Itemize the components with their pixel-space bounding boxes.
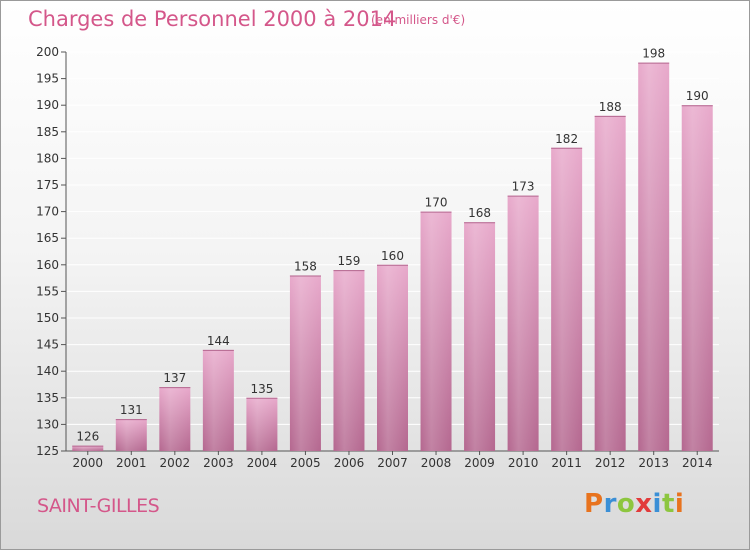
bar-shine	[159, 387, 191, 451]
y-tick-label: 150	[36, 311, 59, 325]
y-tick-label: 185	[36, 125, 59, 139]
logo-letter: t	[661, 489, 675, 519]
bar-value-label: 131	[120, 403, 143, 417]
y-tick-label: 190	[36, 98, 59, 112]
x-tick-label: 2007	[377, 456, 408, 470]
bar-value-label: 170	[425, 196, 448, 210]
logo-letter: P	[584, 489, 604, 519]
bar-group: 135	[246, 382, 278, 451]
y-tick-label: 145	[36, 338, 59, 352]
bar-value-label: 159	[338, 254, 361, 268]
proxiti-logo: Proxiti	[584, 489, 684, 519]
x-tick-label: 2001	[116, 456, 147, 470]
bar-value-label: 144	[207, 334, 230, 348]
bar-group: 190	[681, 89, 713, 451]
logo-letter: o	[616, 489, 636, 519]
bar-group: 173	[507, 180, 539, 451]
bar-shine	[594, 115, 626, 451]
bar-group: 188	[594, 100, 626, 451]
bar-group: 168	[464, 206, 496, 451]
bar-shine	[638, 62, 670, 451]
bar-shine	[464, 222, 496, 451]
bar-group: 137	[159, 371, 191, 451]
x-axis: 2000 2001 2002 2003 2004 2005 2006 2007 2008 2009…	[72, 451, 713, 470]
bar-value-label: 198	[642, 47, 665, 61]
y-tick-label: 175	[36, 178, 59, 192]
bar-shine	[202, 349, 234, 451]
bar-group: 160	[377, 249, 408, 451]
logo-letter: i	[652, 489, 662, 519]
place-name: SAINT-GILLES	[37, 495, 160, 517]
y-tick-label: 160	[36, 258, 59, 272]
bar-value-label: 126	[76, 430, 99, 444]
x-tick-label: 2008	[421, 456, 452, 470]
bar-value-label: 173	[512, 180, 535, 194]
bar-group: 158	[289, 259, 321, 451]
x-tick-label: 2003	[203, 456, 234, 470]
chart-title: Charges de Personnel 2000 à 2014	[28, 7, 397, 31]
bar-value-label: 188	[599, 100, 622, 114]
y-tick-label: 125	[36, 444, 59, 458]
x-tick-label: 2004	[247, 456, 278, 470]
bar-shine	[289, 275, 321, 451]
bar-value-label: 160	[381, 249, 404, 263]
x-tick-label: 2009	[464, 456, 495, 470]
bar-group: 159	[333, 254, 365, 451]
bar-value-label: 182	[555, 132, 578, 146]
logo-letter: x	[635, 489, 653, 519]
bar-shine	[681, 105, 713, 451]
y-tick-label: 130	[36, 417, 59, 431]
bar-group: 198	[638, 47, 670, 451]
bar-shine	[333, 270, 365, 451]
bar-group: 170	[420, 196, 452, 451]
x-tick-label: 2000	[72, 456, 103, 470]
bar-group: 131	[115, 403, 147, 451]
x-tick-label: 2013	[638, 456, 669, 470]
y-tick-label: 135	[36, 391, 59, 405]
bar-shine	[72, 445, 104, 451]
x-tick-label: 2002	[160, 456, 191, 470]
bar-shine	[420, 211, 452, 451]
y-tick-label: 165	[36, 231, 59, 245]
y-tick-label: 140	[36, 364, 59, 378]
y-tick-label: 180	[36, 151, 59, 165]
bar-value-label: 190	[686, 89, 709, 103]
bar-shine	[377, 264, 408, 451]
bars: 126 131 137 144 135 158 159 160 170 168 173 182 188 1…	[72, 47, 713, 451]
bar-group: 126	[72, 430, 104, 451]
x-tick-label: 2006	[334, 456, 365, 470]
x-tick-label: 2005	[290, 456, 321, 470]
logo-letter: i	[674, 489, 685, 519]
y-tick-label: 195	[36, 72, 59, 86]
bar-shine	[246, 397, 278, 451]
chart-unit: (en milliers d'€)	[371, 13, 466, 27]
y-tick-label: 200	[36, 45, 59, 59]
bar-value-label: 158	[294, 259, 317, 273]
bar-group: 182	[551, 132, 583, 451]
logo-letter: r	[603, 489, 617, 519]
x-tick-label: 2014	[682, 456, 713, 470]
y-tick-label: 155	[36, 284, 59, 298]
x-tick-label: 2010	[508, 456, 539, 470]
bar-shine	[115, 419, 147, 451]
y-tick-label: 170	[36, 205, 59, 219]
bar-value-label: 168	[468, 206, 491, 220]
bar-shine	[551, 147, 583, 451]
bar-value-label: 137	[163, 371, 186, 385]
x-tick-label: 2012	[595, 456, 626, 470]
x-tick-label: 2011	[551, 456, 582, 470]
bar-group: 144	[202, 334, 234, 451]
bar-value-label: 135	[250, 382, 273, 396]
bar-shine	[507, 195, 539, 451]
